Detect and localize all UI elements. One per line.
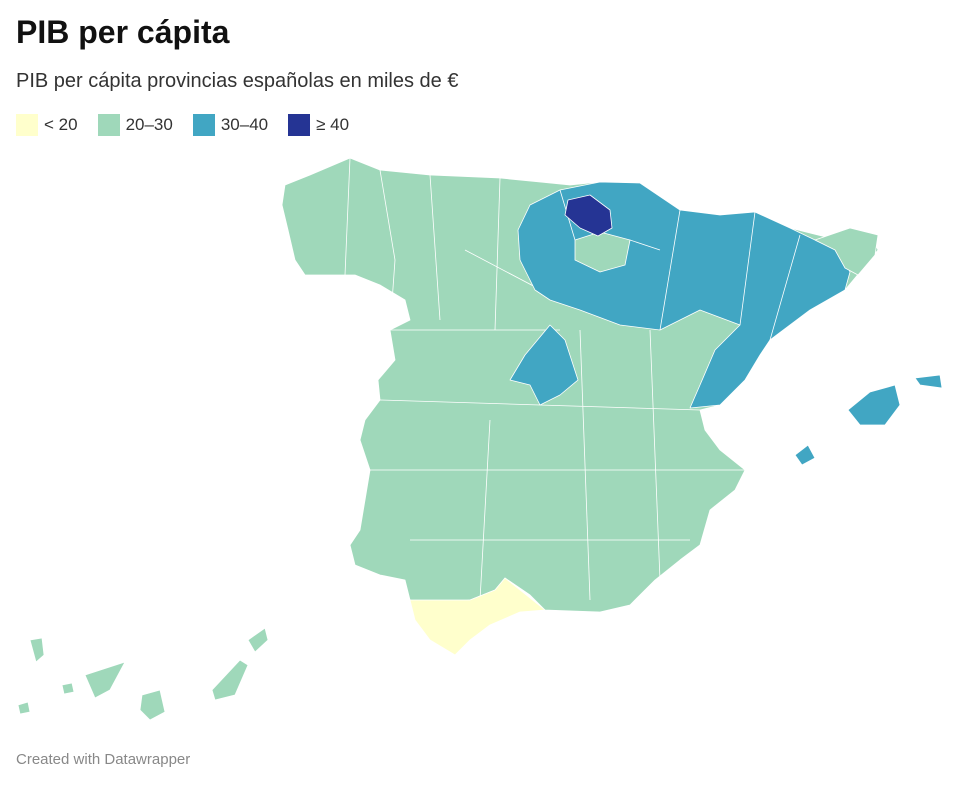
canary-islands[interactable] <box>17 627 269 721</box>
legend-label: ≥ 40 <box>316 115 350 134</box>
legend-swatch <box>97 114 120 136</box>
legend-swatch <box>288 114 311 136</box>
region-south-lt20[interactable] <box>409 577 546 656</box>
legend-item-20-30: 20–30 <box>97 114 173 136</box>
region-mallorca-30-40[interactable] <box>847 384 901 426</box>
region-alava-gte40[interactable] <box>564 194 613 237</box>
legend-label: < 20 <box>44 115 78 134</box>
region-girona-20-30[interactable] <box>814 227 879 276</box>
northeast-borders <box>559 189 801 341</box>
legend: < 20 20–30 30–40 ≥ 40 <box>16 114 349 136</box>
chart-title: PIB per cápita <box>16 14 230 50</box>
footer-credit: Created with Datawrapper <box>16 751 191 768</box>
chart-subtitle: PIB per cápita provincias españolas en m… <box>16 70 459 92</box>
legend-item-lt20: < 20 <box>16 114 78 136</box>
region-menorca-30-40[interactable] <box>914 374 943 389</box>
region-madrid-30-40[interactable] <box>509 324 579 406</box>
legend-item-30-40: 30–40 <box>192 114 269 136</box>
legend-label: 30–40 <box>220 115 269 134</box>
region-ibiza-30-40[interactable] <box>794 444 816 466</box>
legend-swatch <box>16 114 38 136</box>
legend-swatch <box>192 114 215 136</box>
legend-label: 20–30 <box>125 115 173 134</box>
legend-item-gte40: ≥ 40 <box>288 114 349 136</box>
